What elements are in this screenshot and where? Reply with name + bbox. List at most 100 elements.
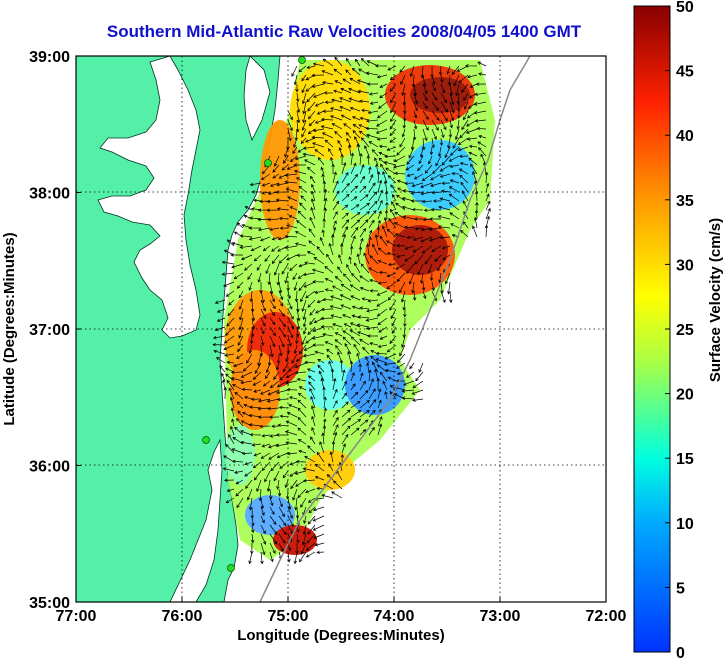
velocity-arrow (297, 416, 307, 427)
grid-lines (76, 56, 606, 602)
velocity-arrow (351, 116, 361, 121)
velocity-arrow (326, 354, 334, 364)
velocity-arrow (350, 152, 355, 166)
velocity-arrow (440, 110, 448, 122)
velocity-arrow (378, 144, 388, 149)
velocity-arrow (265, 362, 271, 374)
velocity-arrow (368, 267, 379, 274)
velocity-arrow (276, 397, 289, 402)
velocity-arrow (308, 381, 316, 391)
velocity-arrow (330, 368, 335, 382)
velocity-arrow (378, 101, 388, 109)
velocity-arrow (256, 263, 262, 271)
velocity-arrow (301, 119, 307, 131)
velocity-arrow (368, 236, 372, 247)
velocity-arrow (241, 387, 253, 392)
velocity-arrow (318, 370, 325, 382)
velocity-arrow (449, 164, 460, 169)
velocity-arrow (269, 415, 280, 419)
velocity-arrow (286, 387, 298, 392)
velocity-arrow (456, 119, 460, 130)
velocity-arrow (429, 272, 434, 282)
velocity-arrow (304, 137, 316, 143)
velocity-arrow (269, 488, 273, 500)
velocity-arrow (219, 365, 226, 373)
velocity-arrow (309, 308, 316, 316)
velocity-arrow (366, 243, 370, 256)
velocity-arrow (458, 168, 469, 175)
velocity-arrow (221, 260, 235, 265)
velocity-arrow (297, 392, 307, 400)
velocity-arrow (358, 130, 370, 139)
velocity-arrow (314, 149, 325, 157)
velocity-arrow (273, 371, 280, 380)
velocity-arrow (284, 146, 289, 158)
velocity-arrow (237, 410, 244, 418)
velocity-arrow (438, 65, 443, 76)
velocity-arrow (278, 308, 285, 317)
colorbar-tick-label: 35 (676, 193, 694, 210)
velocity-arrow (311, 268, 325, 274)
velocity-arrow (368, 182, 376, 193)
velocity-arrow (401, 205, 415, 211)
velocity-arrow (459, 174, 469, 184)
velocity-arrow (440, 101, 448, 113)
velocity-arrow (401, 389, 415, 393)
velocity-arrow (465, 128, 478, 134)
velocity-arrow (290, 479, 298, 490)
velocity-arrow (456, 65, 469, 72)
velocity-arrow (418, 362, 424, 373)
velocity-arrow (359, 228, 366, 238)
velocity-arrow (400, 290, 406, 303)
velocity-arrow (453, 74, 460, 87)
velocity-arrow (223, 335, 235, 344)
velocity-arrow (266, 199, 280, 204)
velocity-arrow (322, 297, 334, 302)
velocity-arrow (439, 235, 451, 240)
velocity-arrow (311, 83, 325, 88)
velocity-arrow (359, 219, 369, 229)
velocity-arrow (296, 92, 300, 103)
velocity-arrow (423, 208, 433, 212)
lon-tick-label: 75:00 (268, 608, 309, 625)
velocity-arrow (301, 74, 307, 82)
velocity-arrow (341, 162, 347, 175)
velocity-arrow (341, 409, 351, 418)
velocity-arrow (260, 551, 264, 565)
velocity-arrow (261, 434, 271, 438)
velocity-arrow (314, 463, 325, 472)
velocity-arrow (431, 74, 436, 86)
velocity-arrow (413, 92, 419, 105)
velocity-arrow (404, 225, 415, 229)
velocity-arrow (331, 491, 343, 499)
velocity-arrow (335, 344, 343, 355)
velocity-arrow (307, 524, 316, 535)
velocity-arrow (477, 141, 487, 148)
velocity-arrow (340, 283, 352, 292)
velocity-arrow (350, 391, 359, 400)
velocity-arrow (368, 141, 379, 148)
velocity-arrow (304, 159, 316, 166)
velocity-arrow (393, 164, 406, 169)
velocity-arrow (267, 389, 280, 396)
velocity-arrow (472, 171, 478, 184)
velocity-arrow (341, 401, 349, 409)
velocity-arrow (289, 206, 298, 211)
velocity-arrow (228, 299, 235, 306)
velocity-arrow (296, 353, 307, 362)
velocity-arrow (366, 133, 379, 139)
velocity-arrow (223, 386, 228, 400)
velocity-arrow (376, 170, 381, 184)
velocity-arrow (276, 389, 289, 394)
velocity-arrow (287, 110, 293, 121)
velocity-arrow (236, 281, 244, 289)
velocity-arrow (288, 362, 298, 372)
velocity-arrow (240, 380, 253, 385)
velocity-arrow (341, 417, 352, 427)
velocity-arrow (384, 391, 388, 400)
velocity-arrow (277, 488, 282, 497)
velocity-arrow (402, 299, 406, 311)
velocity-arrow (287, 299, 293, 310)
velocity-arrow (237, 335, 244, 346)
velocity-arrow (323, 407, 327, 418)
